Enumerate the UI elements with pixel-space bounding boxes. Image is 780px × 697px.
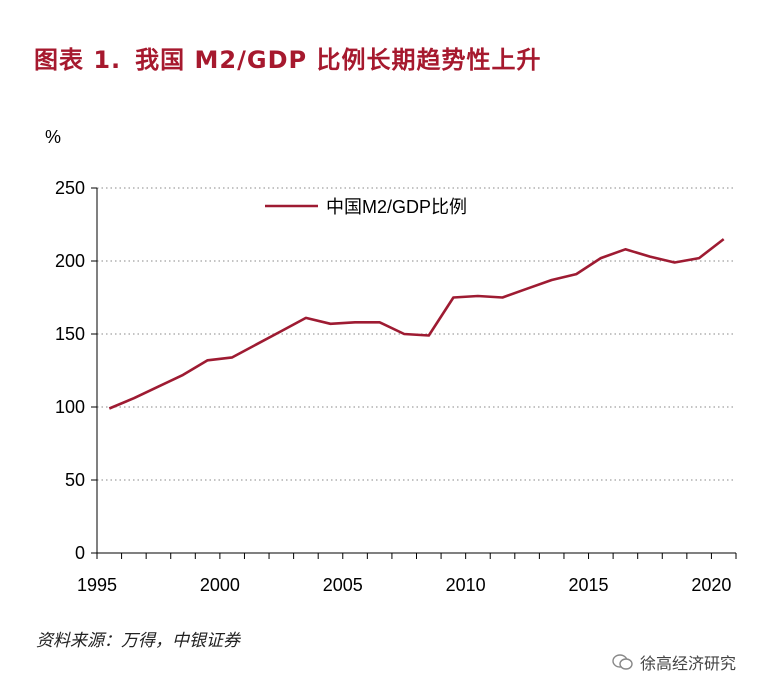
series-group bbox=[108, 238, 725, 410]
y-tick-label-0: 0 bbox=[75, 543, 85, 563]
y-axis-unit-label: % bbox=[45, 127, 61, 147]
legend: 中国M2/GDP比例 bbox=[265, 197, 467, 217]
x-tick-label-2000: 2000 bbox=[200, 575, 240, 595]
wechat-icon bbox=[612, 654, 633, 670]
x-tick-label-1995: 1995 bbox=[77, 575, 117, 595]
x-tick-label-2020: 2020 bbox=[691, 575, 731, 595]
x-tick-label-2010: 2010 bbox=[446, 575, 486, 595]
axes bbox=[91, 187, 737, 559]
y-tick-label-250: 250 bbox=[55, 178, 85, 198]
watermark-text: 徐高经济研究 bbox=[640, 654, 737, 673]
figure-label: 图表 1. bbox=[34, 46, 122, 74]
x-axis-ticks: 1995 2000 2005 2010 2015 2020 bbox=[77, 575, 731, 595]
x-tick-label-2015: 2015 bbox=[569, 575, 609, 595]
y-tick-label-200: 200 bbox=[55, 251, 85, 271]
source-note: 资料来源：万得，中银证券 bbox=[36, 631, 240, 651]
gridlines bbox=[97, 187, 736, 481]
y-tick-label-100: 100 bbox=[55, 397, 85, 417]
series-line-m2-gdp bbox=[108, 238, 725, 410]
watermark: 徐高经济研究 bbox=[612, 650, 736, 674]
x-tick-label-2005: 2005 bbox=[323, 575, 363, 595]
figure-title: 图表 1. 我国 M2/GDP 比例长期趋势性上升 bbox=[34, 40, 541, 75]
y-axis-ticks: 0 50 100 150 200 250 bbox=[55, 178, 85, 563]
figure-title-text: 我国 M2/GDP 比例长期趋势性上升 bbox=[135, 46, 542, 74]
y-tick-label-150: 150 bbox=[55, 324, 85, 344]
legend-label: 中国M2/GDP比例 bbox=[326, 197, 467, 217]
y-tick-label-50: 50 bbox=[65, 470, 85, 490]
